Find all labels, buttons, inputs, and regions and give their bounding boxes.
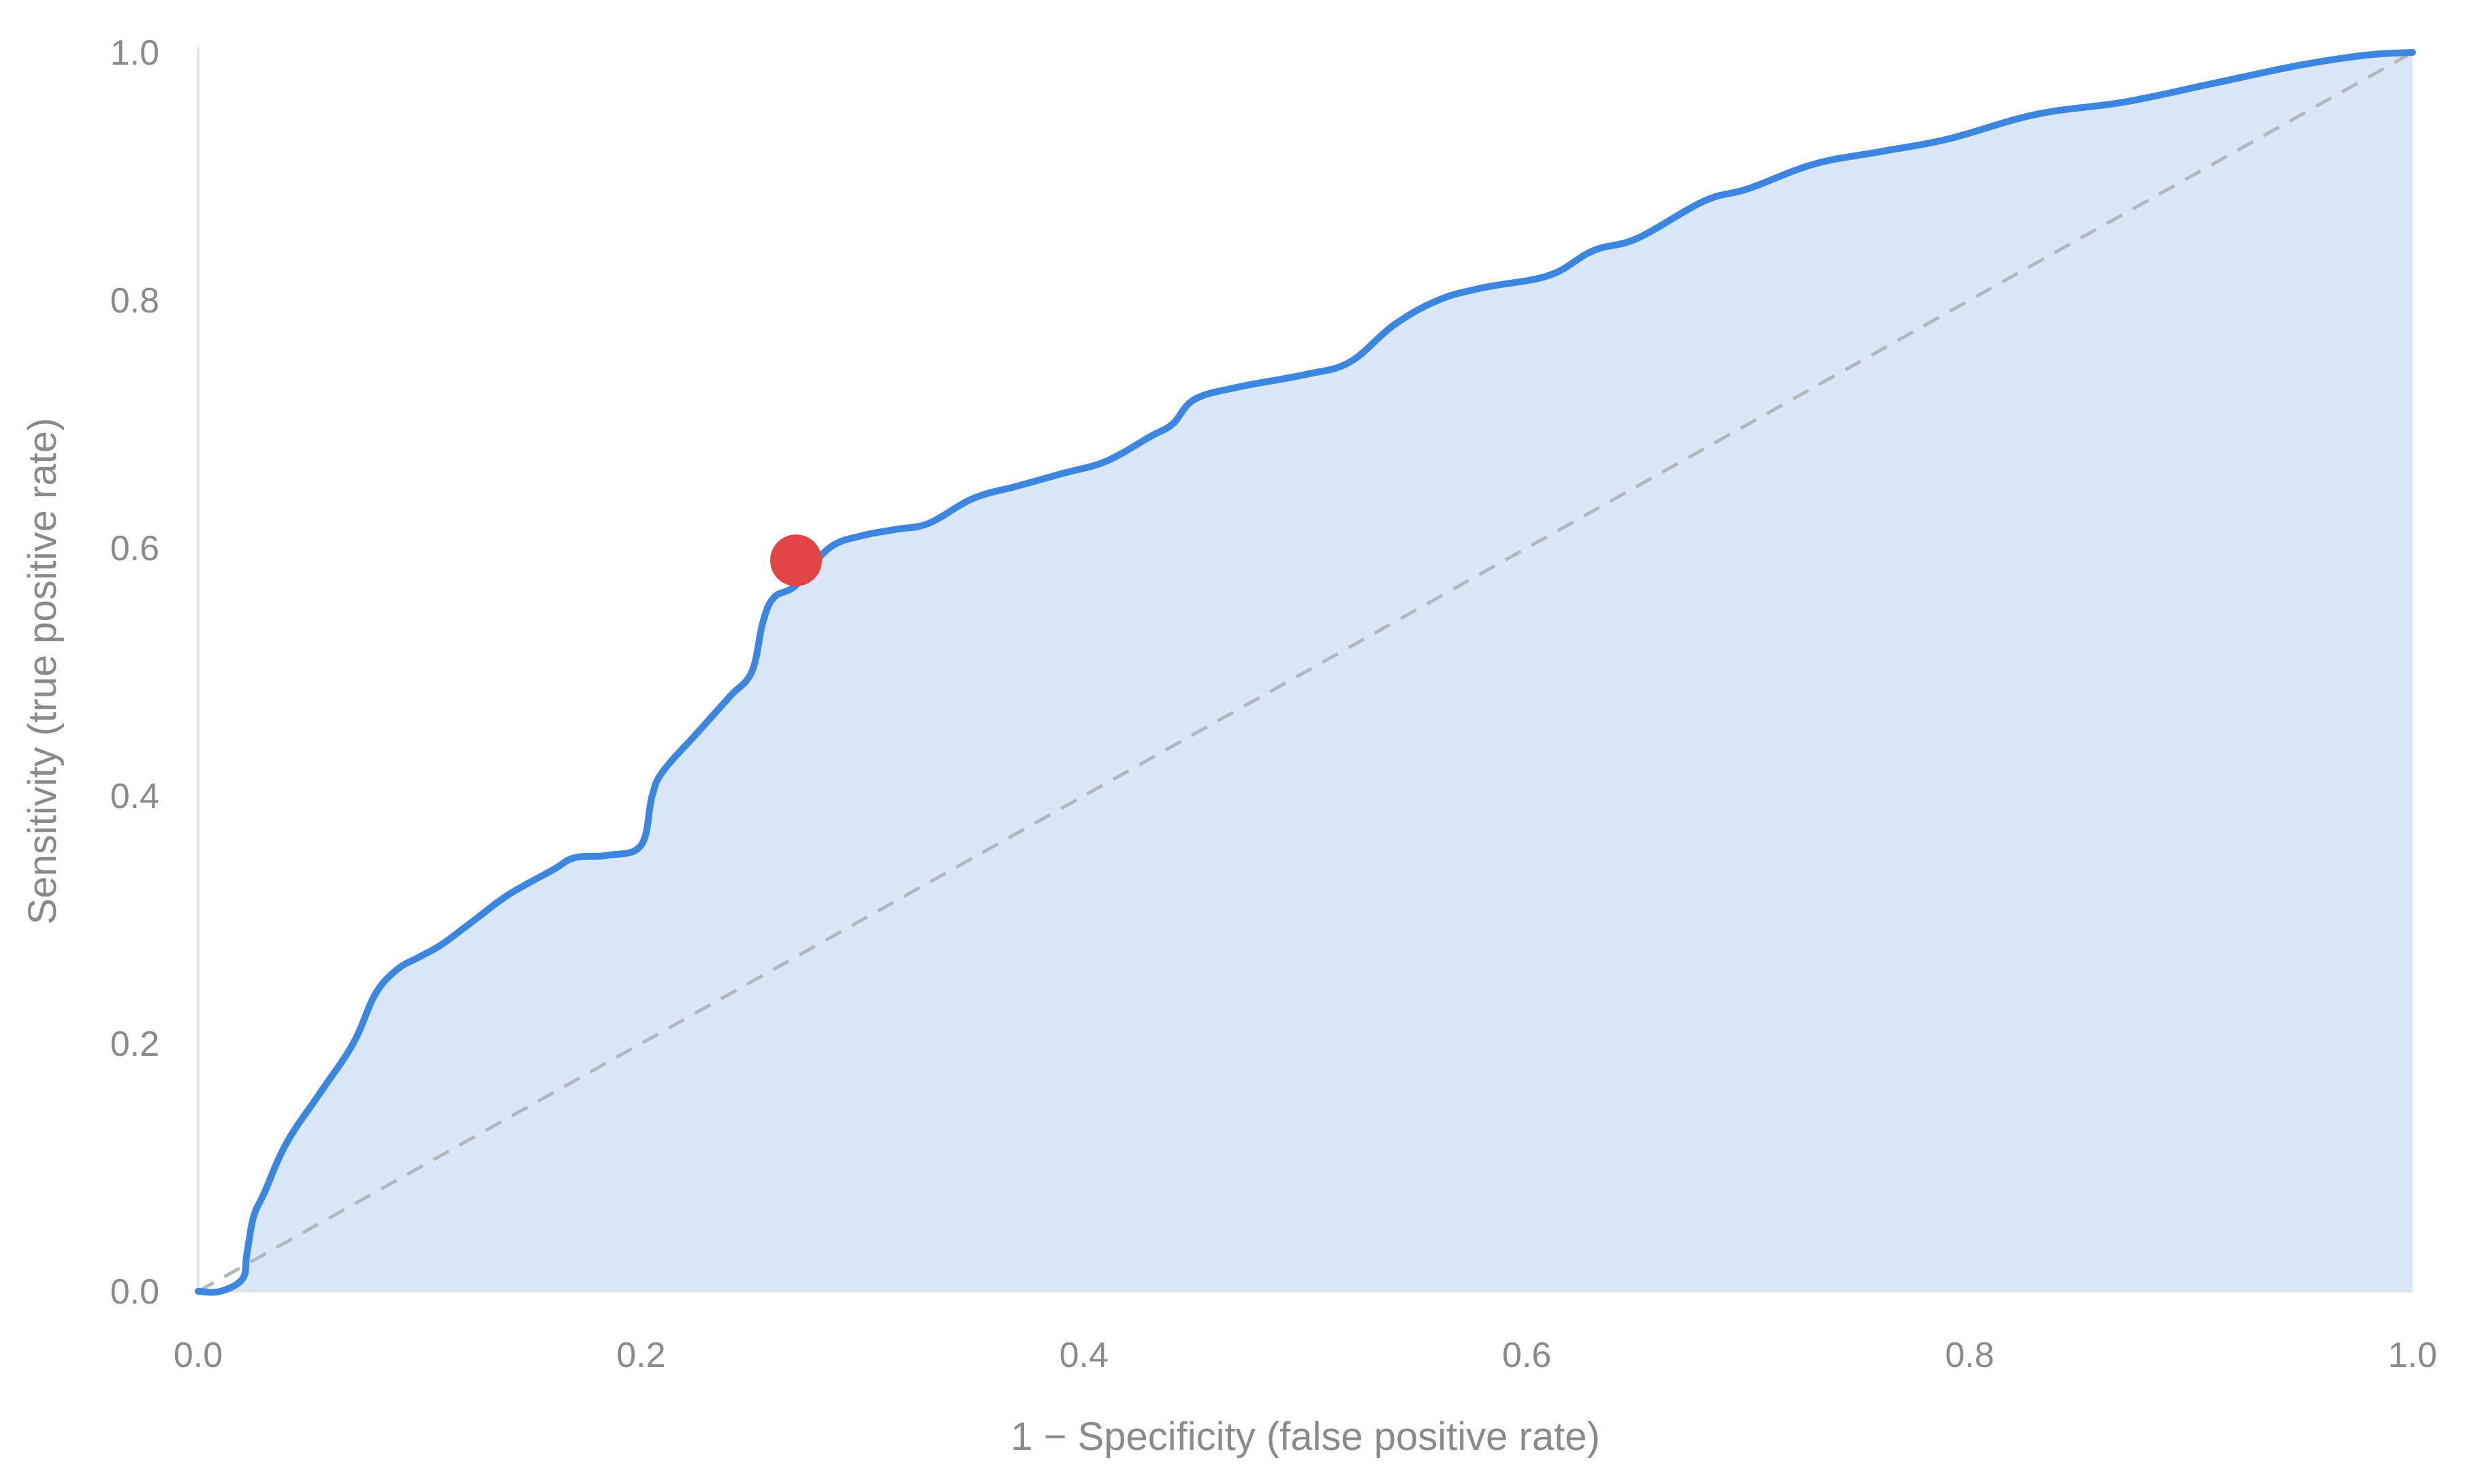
y-tick-label: 1.0 bbox=[110, 33, 159, 73]
y-tick-label: 0.2 bbox=[110, 1025, 159, 1064]
x-tick-label: 0.8 bbox=[1945, 1336, 1994, 1375]
x-tick-label: 0.0 bbox=[174, 1336, 223, 1375]
plot-area bbox=[195, 47, 2416, 1296]
x-axis-ticks: 0.0 0.2 0.4 0.6 0.8 1.0 bbox=[174, 1336, 2437, 1375]
x-tick-label: 0.4 bbox=[1060, 1336, 1109, 1375]
y-axis-title: Sensitivity (true positive rate) bbox=[20, 418, 65, 925]
roc-curve-line bbox=[195, 49, 2416, 1296]
x-tick-label: 0.2 bbox=[616, 1336, 665, 1375]
y-tick-label: 0.6 bbox=[110, 529, 159, 568]
y-axis-ticks: 0.0 0.2 0.4 0.6 0.8 1.0 bbox=[110, 33, 159, 1312]
y-tick-label: 0.4 bbox=[110, 777, 159, 816]
y-tick-label: 0.0 bbox=[110, 1272, 159, 1312]
x-axis-title: 1 − Specificity (false positive rate) bbox=[1010, 1415, 1600, 1459]
reference-diagonal-line bbox=[197, 50, 2414, 1293]
y-tick-label: 0.8 bbox=[110, 281, 159, 321]
x-tick-label: 0.6 bbox=[1502, 1336, 1551, 1375]
x-tick-label: 1.0 bbox=[2388, 1336, 2437, 1375]
highlight-point bbox=[770, 534, 823, 587]
